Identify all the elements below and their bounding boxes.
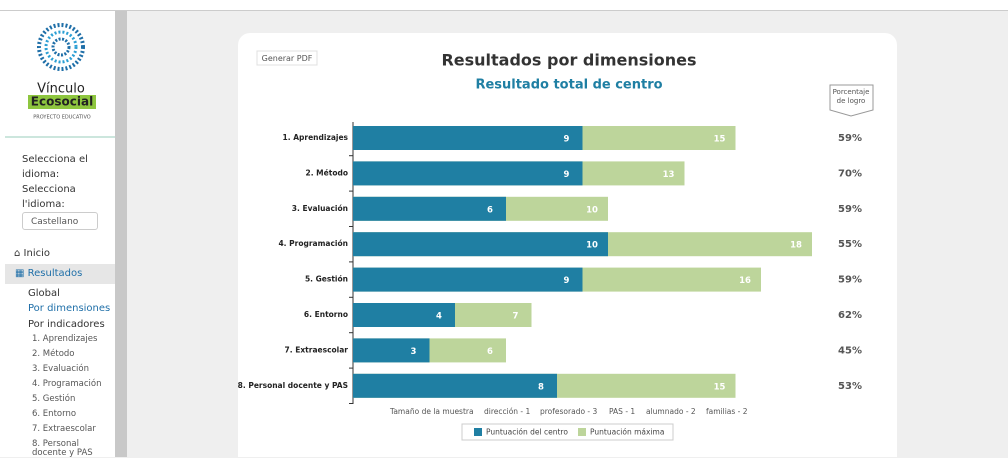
language-select[interactable]: Castellano <box>22 212 98 230</box>
nav-indicator[interactable]: 2. Método <box>32 349 75 359</box>
bar <box>353 373 557 398</box>
bar-value-label: 9 <box>564 170 570 180</box>
bar <box>353 303 532 327</box>
percent-label: 62% <box>838 310 862 321</box>
card <box>238 33 897 457</box>
sample-size: alumnado - 2 <box>646 407 696 416</box>
category-label: 1. Aprendizajes <box>283 133 349 142</box>
nav-home[interactable]: ⌂ Inicio <box>14 248 50 259</box>
bar <box>353 338 430 363</box>
logo-text: Ecosocial <box>31 95 93 109</box>
language-label: Selecciona l'idioma: <box>22 184 76 210</box>
percent-label: 45% <box>838 345 862 356</box>
percent-label: 53% <box>838 381 862 392</box>
bar-value-label: 8 <box>538 382 544 392</box>
nav-indicator[interactable]: 4. Programación <box>32 379 102 389</box>
bar <box>353 196 506 221</box>
percent-label: 59% <box>838 275 862 286</box>
bar-value-label: 7 <box>513 312 519 322</box>
sample-size: profesorado - 3 <box>540 407 598 416</box>
nav-label: Inicio <box>23 248 50 259</box>
bar-value-label: 3 <box>411 347 417 357</box>
sample-size: dirección - 1 <box>484 407 531 416</box>
nav-indicator[interactable]: 3. Evaluación <box>32 364 90 374</box>
language-label: Selecciona el idioma: <box>22 154 88 180</box>
nav-indicator[interactable]: 1. Aprendizajes <box>32 334 98 344</box>
nav-indicator[interactable]: 7. Extraescolar <box>32 424 96 434</box>
nav-results[interactable]: ▦ Resultados <box>5 264 115 284</box>
bar-value-label: 6 <box>487 205 493 215</box>
bar-value-label: 18 <box>790 241 802 251</box>
logo-text: Vínculo <box>37 82 85 97</box>
bar-value-label: 9 <box>564 135 570 145</box>
bar-value-label: 15 <box>714 135 726 145</box>
percent-header: Porcentaje de logro <box>832 88 870 105</box>
chart-subtitle: Resultado total de centro <box>475 78 662 93</box>
nav-indicators[interactable]: Por indicadores <box>28 319 105 330</box>
category-label: 7. Extraescolar <box>285 345 349 354</box>
nav-dimensions[interactable]: Por dimensiones <box>28 303 111 314</box>
category-label: 4. Programación <box>278 239 348 248</box>
bar <box>353 232 608 257</box>
nav-global[interactable]: Global <box>28 288 60 299</box>
bar <box>353 338 506 363</box>
bar <box>353 126 583 150</box>
category-label: 5. Gestión <box>305 275 348 284</box>
nav-label: Resultados <box>27 268 83 279</box>
bar <box>353 267 761 292</box>
logo-tagline: PROYECTO EDUCATIVO <box>33 115 90 121</box>
bar <box>353 196 608 221</box>
sample-size: PAS - 1 <box>609 407 635 416</box>
scrollbar <box>115 11 127 457</box>
legend-swatch <box>474 428 482 436</box>
bar-value-label: 16 <box>739 276 751 286</box>
logo-band <box>28 95 96 109</box>
logo-ring <box>37 23 85 71</box>
legend-swatch <box>578 428 586 436</box>
bar-value-label: 6 <box>487 347 493 357</box>
bar <box>353 161 685 186</box>
bar <box>353 161 583 186</box>
nav-indicator[interactable]: 6. Entorno <box>32 409 77 419</box>
bar-value-label: 15 <box>714 382 726 392</box>
bar-value-label: 9 <box>564 276 570 286</box>
chart-title: Resultados por dimensiones <box>441 51 696 70</box>
logo-ring <box>44 30 78 64</box>
top-bar <box>0 0 1008 11</box>
percent-label: 59% <box>838 204 862 215</box>
legend <box>461 423 674 441</box>
legend-label: Puntuación máxima <box>590 428 664 437</box>
pdf-button-label[interactable]: Generar PDF <box>262 54 313 63</box>
pdf-button[interactable] <box>256 50 318 66</box>
nav-indicator[interactable]: 5. Gestión <box>32 394 76 404</box>
nav-indicator[interactable]: 8. Personal docente y PAS <box>32 439 93 458</box>
sidebar: Vínculo Ecosocial PROYECTO EDUCATIVO Sel… <box>0 11 115 458</box>
percent-label: 59% <box>838 133 862 144</box>
logo: Vínculo Ecosocial PROYECTO EDUCATIVO <box>5 23 115 138</box>
legend-label: Puntuación del centro <box>486 428 568 437</box>
logo-ring <box>51 37 71 57</box>
bar-value-label: 10 <box>586 205 598 215</box>
category-label: 8. Personal docente y PAS <box>238 381 348 390</box>
category-label: 6. Entorno <box>304 310 348 319</box>
sample-size: familias - 2 <box>706 407 748 416</box>
bar-value-label: 4 <box>436 312 442 322</box>
sample-size: Tamaño de la muestra <box>389 407 474 416</box>
bar-value-label: 10 <box>586 241 598 251</box>
bar-value-label: 13 <box>663 170 675 180</box>
percent-label: 55% <box>838 239 862 250</box>
bar <box>353 267 583 292</box>
category-label: 3. Evaluación <box>292 204 348 213</box>
percent-label: 70% <box>838 168 862 179</box>
bar <box>353 126 736 150</box>
bar <box>353 232 812 257</box>
bar <box>353 303 455 327</box>
bar <box>353 373 736 398</box>
category-label: 2. Método <box>306 168 349 177</box>
